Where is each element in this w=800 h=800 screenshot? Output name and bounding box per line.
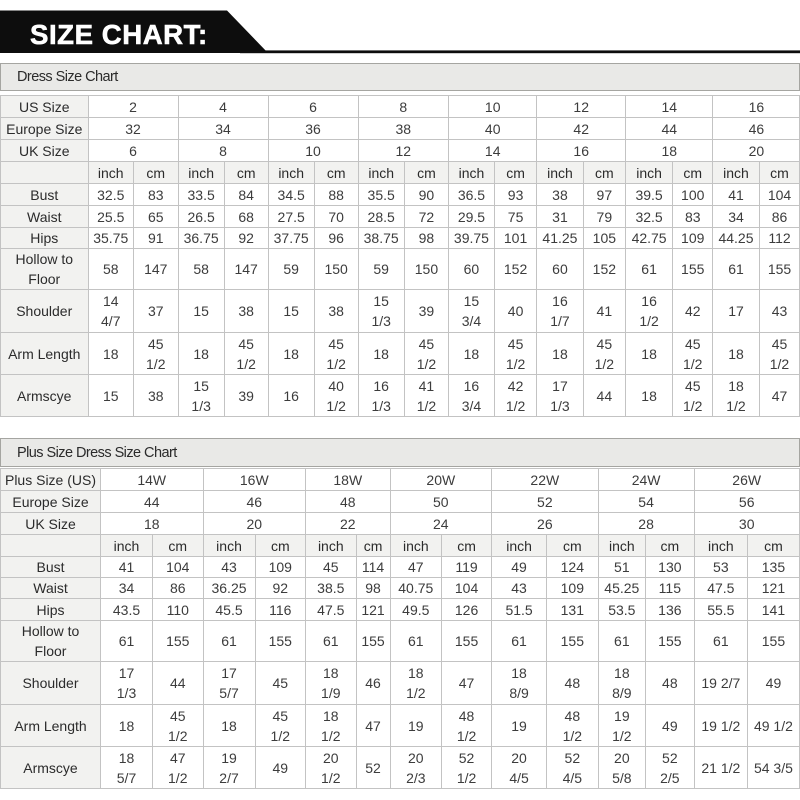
svg-text:SIZE CHART:: SIZE CHART: [30,19,208,50]
